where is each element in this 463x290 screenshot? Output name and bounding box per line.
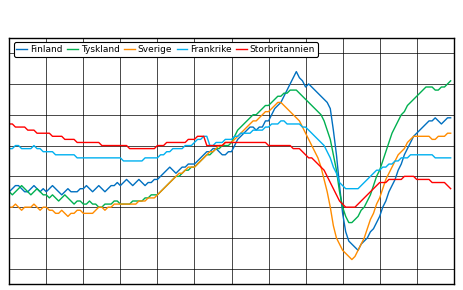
Tyskland xyxy=(71,202,77,206)
Finland xyxy=(448,116,453,119)
Line: Tyskland: Tyskland xyxy=(9,81,450,222)
Tyskland xyxy=(6,190,12,193)
Frankrike xyxy=(38,147,43,150)
Finland xyxy=(38,190,43,193)
Tyskland xyxy=(448,79,453,83)
Sverige xyxy=(275,101,281,104)
Sverige xyxy=(349,258,355,261)
Tyskland xyxy=(38,190,43,193)
Line: Sverige: Sverige xyxy=(9,102,450,260)
Frankrike xyxy=(343,187,349,191)
Tyskland xyxy=(142,196,148,200)
Frankrike xyxy=(278,119,284,123)
Sverige xyxy=(6,205,12,209)
Line: Storbritannien: Storbritannien xyxy=(9,124,450,207)
Tyskland xyxy=(321,119,327,123)
Sverige xyxy=(142,199,148,203)
Storbritannien xyxy=(448,187,453,191)
Frankrike xyxy=(325,150,330,153)
Storbritannien xyxy=(371,187,376,191)
Finland xyxy=(374,221,379,224)
Sverige xyxy=(374,202,379,206)
Finland xyxy=(71,190,77,193)
Finland xyxy=(325,101,330,104)
Storbritannien xyxy=(38,131,43,135)
Tyskland xyxy=(371,184,376,187)
Frankrike xyxy=(374,168,379,172)
Sverige xyxy=(368,218,373,221)
Tyskland xyxy=(346,221,351,224)
Storbritannien xyxy=(142,147,148,150)
Finland xyxy=(142,184,148,187)
Tyskland xyxy=(364,199,370,203)
Line: Frankrike: Frankrike xyxy=(9,121,450,189)
Line: Finland: Finland xyxy=(9,72,450,250)
Sverige xyxy=(71,212,77,215)
Storbritannien xyxy=(364,193,370,197)
Finland xyxy=(294,70,299,73)
Frankrike xyxy=(6,147,12,150)
Sverige xyxy=(38,209,43,212)
Storbritannien xyxy=(321,168,327,172)
Frankrike xyxy=(71,153,77,157)
Finland xyxy=(6,190,12,193)
Frankrike xyxy=(368,175,373,178)
Storbritannien xyxy=(343,205,349,209)
Storbritannien xyxy=(6,122,12,126)
Sverige xyxy=(325,190,330,193)
Legend: Finland, Tyskland, Sverige, Frankrike, Storbritannien: Finland, Tyskland, Sverige, Frankrike, S… xyxy=(14,42,318,57)
Sverige xyxy=(448,131,453,135)
Finland xyxy=(368,230,373,233)
Storbritannien xyxy=(71,138,77,141)
Frankrike xyxy=(448,156,453,160)
Finland xyxy=(355,249,361,252)
Frankrike xyxy=(142,156,148,160)
